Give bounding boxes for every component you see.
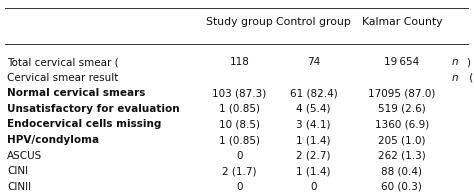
Text: 74: 74 [307,58,320,68]
Text: Control group: Control group [276,17,351,26]
Text: Study group: Study group [206,17,273,26]
Text: 0: 0 [236,151,243,161]
Text: 3 (4.1): 3 (4.1) [296,119,331,130]
Text: Kalmar County: Kalmar County [362,17,442,26]
Text: 262 (1.3): 262 (1.3) [378,151,426,161]
Text: 10 (8.5): 10 (8.5) [219,119,260,130]
Text: 1 (0.85): 1 (0.85) [219,135,260,145]
Text: 0: 0 [236,182,243,191]
Text: n: n [452,73,458,83]
Text: 2 (1.7): 2 (1.7) [222,166,256,176]
Text: Cervical smear result: Cervical smear result [7,73,122,83]
Text: (%): (%) [466,73,474,83]
Text: 4 (5.4): 4 (5.4) [296,104,331,114]
Text: ASCUS: ASCUS [7,151,42,161]
Text: 103 (87.3): 103 (87.3) [212,88,266,98]
Text: 88 (0.4): 88 (0.4) [382,166,422,176]
Text: 1360 (6.9): 1360 (6.9) [375,119,429,130]
Text: 60 (0.3): 60 (0.3) [382,182,422,191]
Text: 519 (2.6): 519 (2.6) [378,104,426,114]
Text: 1 (1.4): 1 (1.4) [296,166,331,176]
Text: Normal cervical smears: Normal cervical smears [7,88,146,98]
Text: 118: 118 [229,58,249,68]
Text: CINI: CINI [7,166,28,176]
Text: 1 (0.85): 1 (0.85) [219,104,260,114]
Text: 2 (2.7): 2 (2.7) [296,151,331,161]
Text: Endocervical cells missing: Endocervical cells missing [7,119,162,130]
Text: HPV/condyloma: HPV/condyloma [7,135,99,145]
Text: CINII: CINII [7,182,31,191]
Text: 0: 0 [310,182,317,191]
Text: 19 654: 19 654 [384,58,419,68]
Text: 1 (1.4): 1 (1.4) [296,135,331,145]
Text: Total cervical smear (: Total cervical smear ( [7,58,118,68]
Text: 205 (1.0): 205 (1.0) [378,135,426,145]
Text: ): ) [466,58,470,68]
Text: n: n [452,58,458,68]
Text: 17095 (87.0): 17095 (87.0) [368,88,436,98]
Text: 61 (82.4): 61 (82.4) [290,88,337,98]
Text: Unsatisfactory for evaluation: Unsatisfactory for evaluation [7,104,180,114]
